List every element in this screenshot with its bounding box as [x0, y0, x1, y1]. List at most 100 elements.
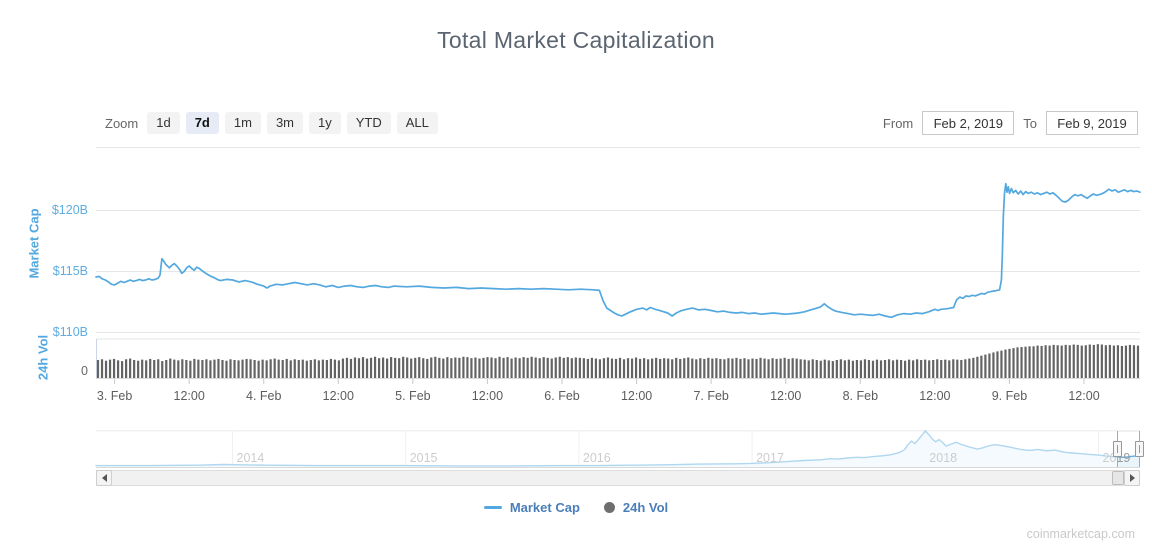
zoom-button-all[interactable]: ALL: [396, 112, 438, 134]
volume-bar: [638, 358, 642, 378]
volume-bar: [602, 358, 606, 378]
zoom-button-ytd[interactable]: YTD: [346, 112, 391, 134]
volume-bar: [807, 360, 810, 378]
scrollbar-right-button[interactable]: [1124, 470, 1140, 486]
volume-bar: [1132, 345, 1136, 378]
volume-bar: [1096, 344, 1099, 378]
legend-label: 24h Vol: [622, 500, 669, 515]
zoom-button-7d[interactable]: 7d: [185, 112, 219, 134]
volume-bar: [791, 358, 794, 378]
volume-bar: [920, 360, 923, 378]
volume-bar: [1104, 345, 1107, 378]
scrollbar-left-button[interactable]: [96, 470, 112, 486]
volume-bar: [209, 360, 212, 378]
volume-bar: [502, 357, 505, 378]
volume-bar: [462, 356, 465, 378]
volume-bar: [642, 358, 646, 378]
volume-bar: [116, 360, 120, 378]
volume-bar: [799, 359, 802, 378]
volume-bar: [735, 357, 738, 378]
volume-bar: [281, 360, 284, 378]
volume-bar: [1068, 345, 1071, 378]
page-title: Total Market Capitalization: [437, 27, 715, 53]
volume-bar: [526, 357, 529, 378]
volume-bar: [779, 358, 782, 378]
volume-bar: [550, 358, 553, 378]
volume-bar: [261, 359, 264, 378]
volume-bar: [466, 357, 469, 378]
scrollbar-thumb[interactable]: [1112, 471, 1124, 485]
volume-bar: [875, 359, 879, 378]
volume-bar: [1092, 344, 1095, 378]
volume-bar: [1108, 344, 1111, 378]
volume-bar: [518, 358, 521, 378]
volume-bar: [783, 357, 786, 378]
volume-bar: [538, 358, 541, 378]
volume-bar: [763, 358, 766, 378]
volume-bar: [1088, 344, 1091, 378]
zoom-button-3m[interactable]: 3m: [266, 112, 303, 134]
volume-bar: [410, 358, 413, 378]
volume-bar: [221, 360, 224, 378]
volume-bar: [129, 358, 132, 378]
volume-bar: [1080, 345, 1083, 378]
volume-bar: [566, 357, 569, 378]
volume-bar: [671, 359, 674, 378]
volume-bar: [912, 360, 915, 378]
to-date-input[interactable]: [1046, 111, 1138, 135]
volume-bar: [470, 358, 473, 378]
volume-bar: [514, 357, 517, 378]
volume-bar: [145, 360, 148, 378]
volume-bar: [743, 358, 746, 378]
volume-bar: [402, 356, 405, 378]
volume-bar: [353, 357, 357, 378]
from-date-input[interactable]: [922, 111, 1015, 135]
volume-bar: [851, 360, 854, 378]
volume-bar: [843, 360, 846, 378]
volume-bar: [924, 359, 927, 378]
zoom-button-1d[interactable]: 1d: [147, 112, 180, 134]
volume-bar: [659, 358, 662, 378]
volume-bar: [715, 358, 718, 378]
volume-bar: [699, 358, 702, 378]
volume-bar: [153, 360, 156, 378]
volume-bar: [691, 358, 694, 378]
volume-bar: [442, 358, 445, 378]
navigator-left-handle[interactable]: [1113, 441, 1122, 457]
volume-bar: [1052, 344, 1055, 378]
volume-bar: [398, 358, 401, 378]
volume-bar: [964, 359, 967, 378]
volume-bar: [803, 359, 806, 378]
volume-bar: [381, 357, 385, 378]
volume-bar: [663, 358, 666, 378]
volume-bar: [891, 360, 895, 378]
volume-bar: [976, 356, 979, 378]
volume-bar: [1124, 345, 1128, 378]
volume-bar: [755, 358, 758, 378]
volume-bar: [125, 359, 128, 378]
volume-bar: [193, 358, 196, 378]
volume-bar: [835, 360, 838, 378]
volume-bar: [634, 357, 638, 378]
legend-item-market-cap[interactable]: Market Cap: [483, 500, 580, 515]
main-plot-area[interactable]: [96, 146, 1140, 378]
volume-bar: [373, 356, 377, 378]
volume-bar: [245, 358, 248, 378]
volume-bar: [614, 358, 618, 378]
volume-bar: [225, 360, 228, 378]
zoom-button-1y[interactable]: 1y: [309, 112, 341, 134]
volume-bar: [189, 360, 192, 378]
zoom-buttons: 1d 7d 1m 3m 1y YTD ALL: [147, 112, 438, 134]
volume-bar: [337, 360, 341, 378]
volume-bar: [112, 358, 116, 378]
zoom-button-1m[interactable]: 1m: [224, 112, 261, 134]
navigator-right-handle[interactable]: [1135, 441, 1144, 457]
volume-bar: [586, 358, 589, 378]
legend-item-24h-vol[interactable]: 24h Vol: [603, 500, 669, 515]
volume-bar: [859, 360, 863, 378]
volume-bar: [96, 360, 100, 378]
scrollbar-track[interactable]: [96, 470, 1140, 486]
volume-bar: [341, 358, 345, 378]
volume-bar: [205, 359, 208, 378]
volume-bar: [831, 361, 834, 378]
